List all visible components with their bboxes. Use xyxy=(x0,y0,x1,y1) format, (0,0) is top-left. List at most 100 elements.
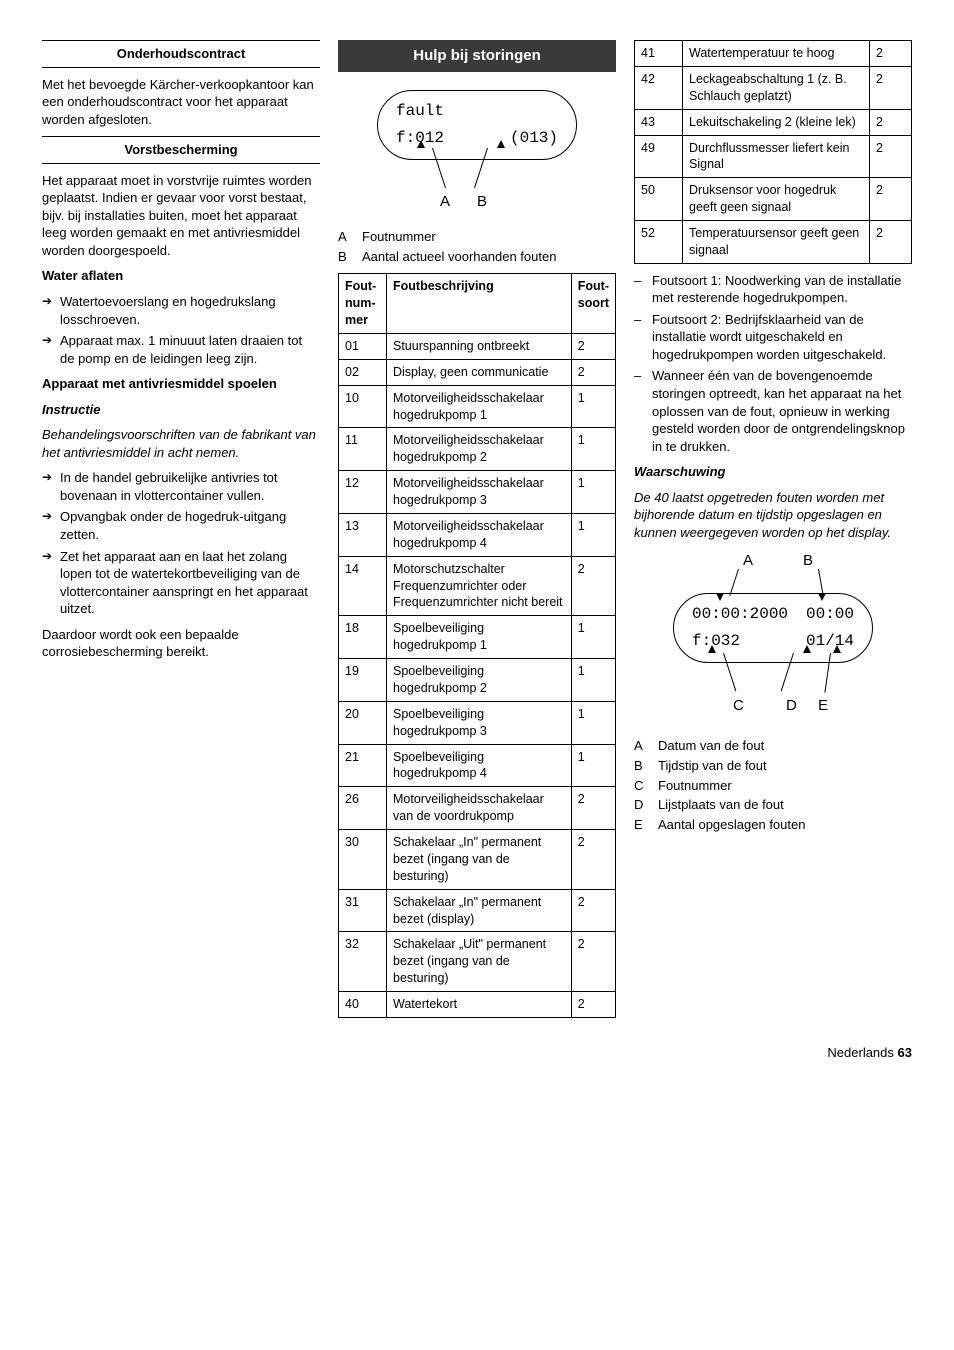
cell-foutnummer: 32 xyxy=(339,932,387,992)
legend-item: BAantal actueel voorhanden fouten xyxy=(338,248,616,266)
cell-foutnummer: 20 xyxy=(339,701,387,744)
paragraph: De 40 laatst opgetreden fouten worden me… xyxy=(634,489,912,542)
fault-table-continued: 41Watertemperatuur te hoog 2 42Leckageabsc… xyxy=(634,40,912,264)
cell-beschrijving: Motorveiligheidsschakelaar hogedrukpomp … xyxy=(387,428,572,471)
cell-foutsoort: 1 xyxy=(571,744,615,787)
table-row: 43Lekuitschakeling 2 (kleine lek)2 xyxy=(635,109,912,135)
footer-page-number: 63 xyxy=(898,1045,912,1060)
table-row: 21Spoelbeveiliging hogedrukpomp 41 xyxy=(339,744,616,787)
list-item: In de handel gebruikelijke antivries tot… xyxy=(42,469,320,504)
cell-foutsoort: 1 xyxy=(571,385,615,428)
list-item: Wanneer één van de bovengenoemde storing… xyxy=(634,367,912,455)
diagram-legend: AFoutnummer BAantal actueel voorhanden f… xyxy=(338,228,616,265)
list-item: Watertoevoerslang en hogedrukslang lossc… xyxy=(42,293,320,328)
cell-beschrijving: Watertekort xyxy=(387,992,572,1018)
table-row: 32Schakelaar „Uit" permanent bezet (inga… xyxy=(339,932,616,992)
label-E: E xyxy=(818,696,828,716)
list-item: Foutsoort 1: Noodwerking van de installa… xyxy=(634,272,912,307)
cell-beschrijving: Temperatuursensor geeft geen signaal xyxy=(683,221,870,264)
paragraph: Met het bevoegde Kärcher-verkoopkantoor … xyxy=(42,76,320,129)
cell-foutnummer: 41 xyxy=(635,41,683,67)
cell-beschrijving: Watertemperatuur te hoog xyxy=(683,41,870,67)
cell-foutnummer: 12 xyxy=(339,471,387,514)
heading-onderhoudscontract: Onderhoudscontract xyxy=(42,40,320,68)
display-screen: 00:00:2000 00:00 f:032 01/14 xyxy=(673,593,873,663)
cell-beschrijving: Spoelbeveiliging hogedrukpomp 4 xyxy=(387,744,572,787)
table-row: 20Spoelbeveiliging hogedrukpomp 31 xyxy=(339,701,616,744)
cell-foutnummer: 18 xyxy=(339,616,387,659)
page-footer: Nederlands 63 xyxy=(42,1044,912,1062)
cell-foutsoort: 1 xyxy=(571,701,615,744)
table-row: 14Motorschutzschalter Frequenzumrichter … xyxy=(339,556,616,616)
cell-foutnummer: 02 xyxy=(339,359,387,385)
cell-foutsoort: 1 xyxy=(571,616,615,659)
cell-foutnummer: 42 xyxy=(635,66,683,109)
table-row: 19Spoelbeveiliging hogedrukpomp 21 xyxy=(339,659,616,702)
cell-foutnummer: 49 xyxy=(635,135,683,178)
subheading-antivriesmiddel: Apparaat met antivriesmiddel spoelen xyxy=(42,375,320,393)
list-item: Foutsoort 2: Bedrijfsklaarheid van de in… xyxy=(634,311,912,364)
heading-hulp-bij-storingen: Hulp bij storingen xyxy=(338,40,616,72)
cell-foutnummer: 14 xyxy=(339,556,387,616)
th-foutbeschrijving: Foutbeschrijving xyxy=(387,274,572,334)
cell-foutsoort: 1 xyxy=(571,471,615,514)
table-row: 26Motorveiligheidsschakelaar van de voor… xyxy=(339,787,616,830)
cell-foutsoort: 2 xyxy=(870,135,912,178)
label-B: B xyxy=(803,551,813,571)
table-row: 13Motorveiligheidsschakelaar hogedrukpom… xyxy=(339,513,616,556)
foutsoort-list: Foutsoort 1: Noodwerking van de installa… xyxy=(634,272,912,455)
legend-item: ADatum van de fout xyxy=(634,737,912,755)
cell-beschrijving: Schakelaar „Uit" permanent bezet (ingang… xyxy=(387,932,572,992)
cell-foutnummer: 50 xyxy=(635,178,683,221)
label-A: A xyxy=(440,192,450,212)
legend-item: BTijdstip van de fout xyxy=(634,757,912,775)
cell-beschrijving: Stuurspanning ontbreekt xyxy=(387,333,572,359)
display-line1: fault xyxy=(396,101,558,123)
cell-foutnummer: 31 xyxy=(339,889,387,932)
cell-beschrijving: Druksensor voor hogedruk geeft geen sign… xyxy=(683,178,870,221)
cell-foutsoort: 1 xyxy=(571,428,615,471)
display-line2: f:032 01/14 xyxy=(692,631,854,653)
cell-foutnummer: 52 xyxy=(635,221,683,264)
display-screen: fault f:012 (013) xyxy=(377,90,577,160)
legend-item: AFoutnummer xyxy=(338,228,616,246)
table-row: 12Motorveiligheidsschakelaar hogedrukpom… xyxy=(339,471,616,514)
th-foutsoort: Fout-soort xyxy=(571,274,615,334)
label-C: C xyxy=(733,696,744,716)
cell-foutnummer: 19 xyxy=(339,659,387,702)
cell-foutsoort: 2 xyxy=(571,889,615,932)
cell-foutnummer: 01 xyxy=(339,333,387,359)
cell-beschrijving: Durchflussmesser liefert kein Signal xyxy=(683,135,870,178)
cell-foutsoort: 2 xyxy=(571,359,615,385)
diagram-legend-2: ADatum van de fout BTijdstip van de fout… xyxy=(634,737,912,833)
list-item: Zet het apparaat aan en laat het zolang … xyxy=(42,548,320,618)
list-item: Opvangbak onder de hogedruk-uitgang zett… xyxy=(42,508,320,543)
table-row: 31Schakelaar „In" permanent bezet (displ… xyxy=(339,889,616,932)
cell-foutsoort: 2 xyxy=(870,221,912,264)
paragraph: Behandelingsvoorschriften van de fabrika… xyxy=(42,426,320,461)
cell-foutnummer: 10 xyxy=(339,385,387,428)
table-row: 18Spoelbeveiliging hogedrukpomp 11 xyxy=(339,616,616,659)
cell-beschrijving: Leckageabschaltung 1 (z. B. Schlauch gep… xyxy=(683,66,870,109)
subheading-water-aflaten: Water aflaten xyxy=(42,267,320,285)
bullet-list: Watertoevoerslang en hogedrukslang lossc… xyxy=(42,293,320,367)
paragraph: Daardoor wordt ook een bepaalde corrosie… xyxy=(42,626,320,661)
display-line1: 00:00:2000 00:00 xyxy=(692,604,854,626)
cell-beschrijving: Schakelaar „In" permanent bezet (display… xyxy=(387,889,572,932)
cell-beschrijving: Spoelbeveiliging hogedrukpomp 1 xyxy=(387,616,572,659)
legend-item: CFoutnummer xyxy=(634,777,912,795)
paragraph: Het apparaat moet in vorstvrije ruimtes … xyxy=(42,172,320,260)
cell-foutsoort: 2 xyxy=(571,333,615,359)
table-row: 50Druksensor voor hogedruk geeft geen si… xyxy=(635,178,912,221)
legend-item: DLijstplaats van de fout xyxy=(634,796,912,814)
cell-foutsoort: 2 xyxy=(571,830,615,890)
cell-foutnummer: 40 xyxy=(339,992,387,1018)
history-display-diagram: A B 00:00:2000 00:00 f:032 01/14 xyxy=(658,551,888,731)
cell-foutsoort: 2 xyxy=(571,787,615,830)
table-row: 01Stuurspanning ontbreekt2 xyxy=(339,333,616,359)
subheading-waarschuwing: Waarschuwing xyxy=(634,463,912,481)
cell-beschrijving: Motorschutzschalter Frequenzumrichter od… xyxy=(387,556,572,616)
label-A: A xyxy=(743,551,753,571)
cell-beschrijving: Lekuitschakeling 2 (kleine lek) xyxy=(683,109,870,135)
heading-vorstbescherming: Vorstbescherming xyxy=(42,136,320,164)
